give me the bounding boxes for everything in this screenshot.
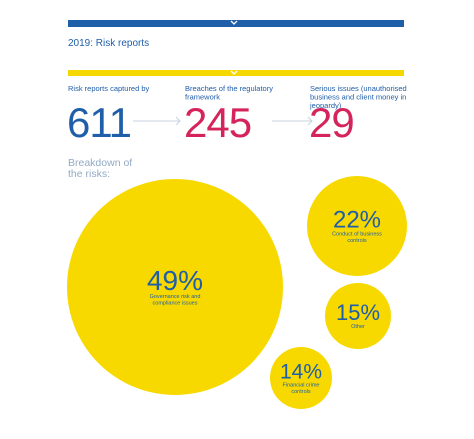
bubble-value: 49% (147, 265, 203, 296)
chevron (230, 20, 238, 25)
stat-label: business and client money in (310, 93, 406, 102)
bubble-label: Conduct of business (332, 231, 382, 237)
bubble (67, 179, 283, 395)
bubble-label: Governance risk and (150, 294, 201, 300)
stat-label: Risk reports captured by (68, 84, 150, 93)
stat-label: jeopardy) (309, 101, 342, 110)
bubble-value: 14% (280, 360, 322, 383)
bubble-label: controls (347, 238, 367, 244)
bubble-value: 22% (333, 206, 381, 233)
bubble-label: compliance issues (153, 300, 198, 306)
bubble-label: controls (291, 389, 311, 395)
bubble (270, 347, 332, 409)
bubble (325, 283, 391, 349)
bubble-label: Financial crime (283, 382, 320, 388)
stat-label: Serious issues (unauthorised (310, 84, 407, 93)
stat-label: framework (185, 93, 220, 102)
stat-value: 29 (309, 99, 354, 146)
breakdown-title: the risks: (68, 168, 110, 180)
section-title: 2019: Risk reports (68, 38, 149, 49)
breakdown-title: Breakdown of (68, 157, 132, 169)
top-bar (68, 20, 404, 27)
arrows (133, 116, 313, 126)
stat-value: 611 (67, 99, 131, 146)
yellow-bar (68, 70, 404, 76)
arrow (272, 116, 313, 126)
stat-label: Breaches of the regulatory (185, 84, 273, 93)
bubble (307, 176, 407, 276)
chevron (230, 70, 238, 75)
stat-value: 245 (184, 99, 251, 146)
bubble-value: 15% (336, 300, 380, 325)
arrow (133, 116, 181, 126)
bubble-label: Other (351, 324, 365, 330)
